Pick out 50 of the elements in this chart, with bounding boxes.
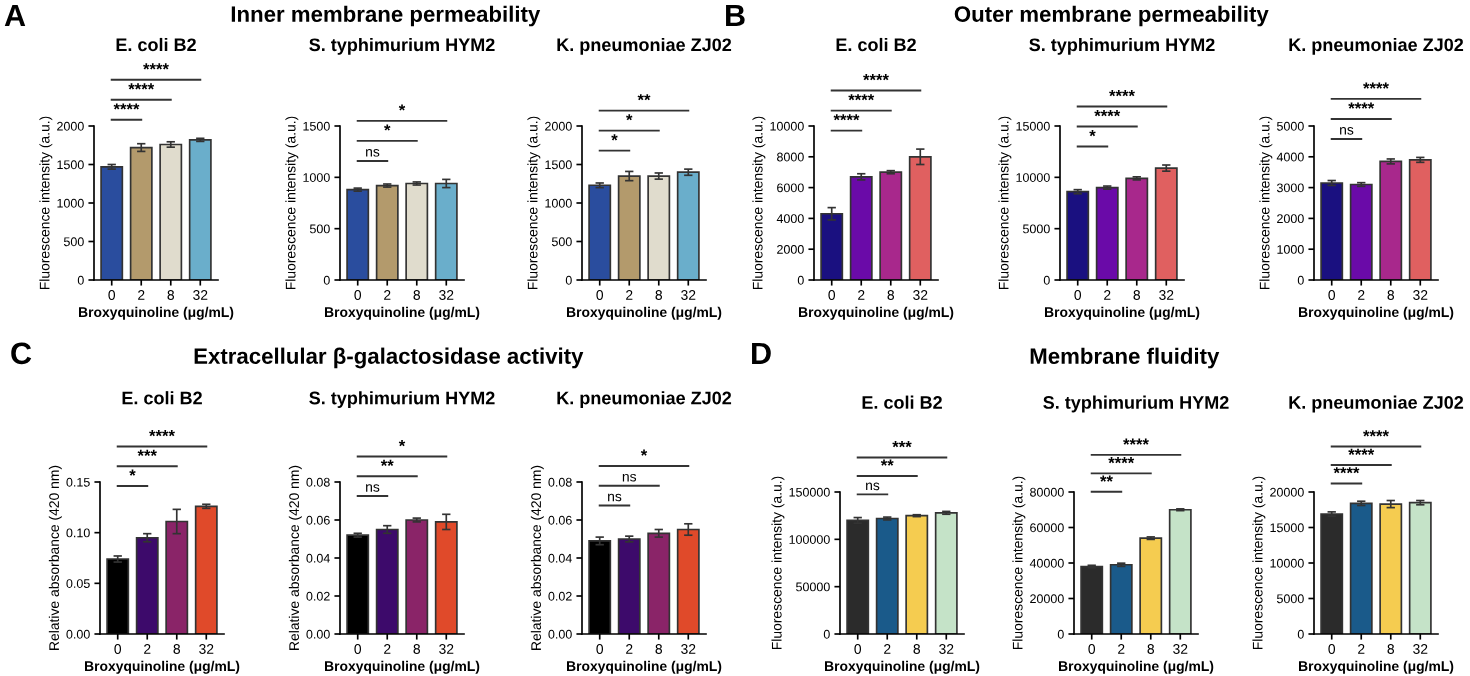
text: **** — [113, 103, 140, 110]
text: **** — [1094, 110, 1121, 117]
text: A — [4, 4, 26, 26]
chart-title: E. coli B2 — [836, 37, 916, 52]
text: **** — [1333, 467, 1360, 474]
text: C — [11, 342, 32, 365]
text: **** — [1123, 438, 1149, 445]
text: **** — [1363, 430, 1389, 437]
text: **** — [1109, 90, 1135, 97]
chart-title: S. typhimurium HYM2 — [309, 37, 495, 55]
annotation: * — [1089, 130, 1096, 137]
text: * — [626, 114, 633, 121]
text: Extracellular β-galactosidase activity — [194, 347, 584, 369]
chart-title: S. typhimurium HYM2 — [1029, 37, 1215, 55]
text: * — [398, 440, 406, 447]
text: Membrane fluidity — [1030, 347, 1220, 369]
text: ** — [380, 459, 394, 467]
text: **** — [1348, 102, 1375, 109]
text: ** — [880, 459, 894, 466]
annotation: * — [611, 134, 618, 141]
text: Outer membrane permeability — [954, 5, 1269, 27]
text: **** — [833, 114, 860, 121]
text: ** — [637, 94, 651, 101]
text: **** — [848, 94, 875, 101]
text: *** — [892, 441, 912, 448]
text: B — [726, 4, 745, 26]
text: D — [752, 342, 771, 364]
chart-title: E. coli B2 — [116, 37, 196, 52]
text: * — [129, 469, 136, 476]
text: **** — [1363, 82, 1389, 89]
text: * — [640, 449, 648, 456]
chart-title: S. typhimurium HYM2 — [1043, 395, 1229, 413]
text: *** — [137, 449, 157, 457]
text: **** — [1348, 448, 1375, 455]
text: **** — [863, 74, 889, 81]
text: Inner membrane permeability — [231, 5, 541, 27]
chart-title: K. pneumoniae ZJ02 — [1289, 37, 1464, 55]
chart-title: K. pneumoniae ZJ02 — [557, 37, 732, 55]
chart-title: K. pneumoniae ZJ02 — [1289, 395, 1464, 413]
chart-title: E. coli B2 — [122, 391, 202, 405]
text: **** — [128, 83, 155, 90]
annotation: * — [384, 124, 391, 131]
text: * — [398, 104, 406, 111]
text: **** — [143, 63, 169, 70]
chart-title: S. typhimurium HYM2 — [309, 391, 495, 408]
text: ** — [1100, 475, 1113, 482]
text: **** — [1108, 457, 1135, 464]
text: **** — [149, 430, 175, 437]
chart-title: E. coli B2 — [862, 395, 942, 409]
chart-title: K. pneumoniae ZJ02 — [557, 391, 732, 408]
